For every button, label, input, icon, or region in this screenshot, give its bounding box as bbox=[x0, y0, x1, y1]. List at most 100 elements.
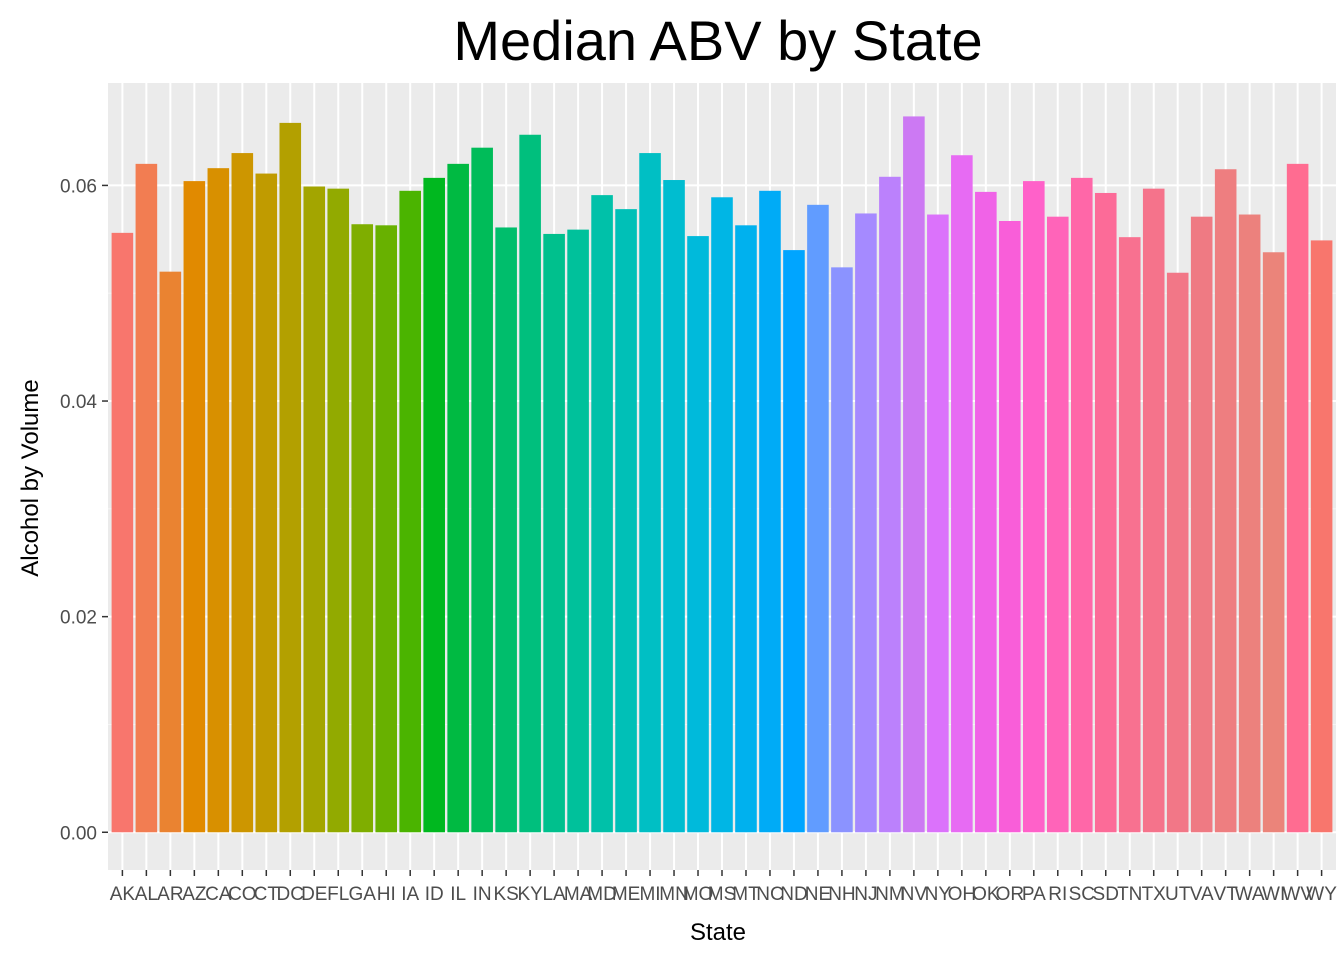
bar-mo bbox=[687, 236, 709, 833]
x-tick-label: WY bbox=[1306, 884, 1337, 905]
bar-sc bbox=[1070, 177, 1093, 833]
x-tick-label: SD bbox=[1093, 884, 1119, 905]
x-tick-label: MT bbox=[732, 884, 760, 905]
bar-ut bbox=[1166, 272, 1189, 833]
bar-nc bbox=[759, 190, 781, 833]
bar-tn bbox=[1118, 237, 1141, 833]
x-tick-label: WA bbox=[1235, 884, 1265, 905]
y-tick-label: 0.02 bbox=[60, 608, 97, 629]
bar-dc bbox=[279, 122, 302, 833]
x-tick-label: LA bbox=[542, 884, 566, 905]
x-tick-label: MO bbox=[683, 884, 714, 905]
bar-ne bbox=[807, 204, 829, 833]
x-tick-label: NJ bbox=[854, 884, 877, 905]
bar-ak bbox=[111, 232, 134, 833]
x-tick-label: AZ bbox=[182, 884, 207, 905]
bar-wv bbox=[1286, 163, 1309, 833]
x-tick-label: DE bbox=[301, 884, 327, 905]
x-tick-label: ID bbox=[425, 884, 444, 905]
bar-nd bbox=[783, 250, 805, 833]
x-tick-label: IA bbox=[401, 884, 419, 905]
bar-ma bbox=[567, 229, 589, 833]
bar-il bbox=[447, 163, 469, 833]
chart-title: Median ABV by State bbox=[453, 9, 982, 72]
bar-mi bbox=[639, 153, 661, 833]
y-axis: 0.00 0.02 0.04 0.06 bbox=[60, 176, 108, 844]
bar-ms bbox=[711, 197, 733, 833]
x-tick-label: NY bbox=[925, 884, 952, 905]
bar-al bbox=[135, 163, 158, 833]
x-tick-label: MI bbox=[639, 884, 660, 905]
bar-la bbox=[543, 233, 565, 833]
bar-mt bbox=[735, 225, 757, 833]
x-tick-label: FL bbox=[327, 884, 349, 905]
y-tick-label: 0.00 bbox=[60, 823, 97, 844]
bar-ia bbox=[399, 190, 421, 833]
bar-wy bbox=[1310, 240, 1333, 833]
x-tick-label: MS bbox=[708, 884, 737, 905]
bar-sd bbox=[1094, 192, 1117, 833]
x-tick-label: MA bbox=[564, 884, 593, 905]
bar-nj bbox=[855, 213, 877, 833]
x-tick-label: SC bbox=[1069, 884, 1095, 905]
x-tick-label: NM bbox=[875, 884, 905, 905]
x-tick-label: MD bbox=[587, 884, 617, 905]
bar-wi bbox=[1262, 252, 1285, 833]
x-tick-label: WI bbox=[1262, 884, 1285, 905]
x-tick-label: TN bbox=[1117, 884, 1142, 905]
x-tick-label: NH bbox=[828, 884, 855, 905]
x-tick-label: AK bbox=[110, 884, 136, 905]
x-tick-label: VA bbox=[1190, 884, 1214, 905]
bar-hi bbox=[375, 225, 398, 833]
bar-ga bbox=[351, 224, 374, 833]
bar-ca bbox=[207, 168, 230, 833]
bar-wa bbox=[1238, 214, 1261, 833]
bar-ar bbox=[159, 271, 182, 833]
x-tick-label: CA bbox=[205, 884, 232, 905]
bar-fl bbox=[327, 188, 350, 833]
bar-de bbox=[303, 186, 326, 833]
x-tick-label: KS bbox=[493, 884, 518, 905]
bar-ky bbox=[519, 134, 541, 833]
bar-vt bbox=[1214, 169, 1237, 833]
x-tick-label: ME bbox=[612, 884, 641, 905]
x-tick-label: PA bbox=[1022, 884, 1046, 905]
bar-or bbox=[999, 220, 1021, 833]
x-tick-label: UT bbox=[1165, 884, 1191, 905]
x-tick-label: IN bbox=[473, 884, 492, 905]
bars bbox=[111, 116, 1333, 833]
bar-ny bbox=[927, 214, 949, 833]
x-tick-label: AL bbox=[135, 884, 158, 905]
x-tick-label: WV bbox=[1282, 884, 1313, 905]
x-tick-label: DC bbox=[277, 884, 304, 905]
x-tick-label: AR bbox=[157, 884, 183, 905]
x-tick-label: CO bbox=[228, 884, 257, 905]
bar-ri bbox=[1046, 216, 1069, 833]
y-tick-label: 0.06 bbox=[60, 176, 97, 197]
x-tick-label: OR bbox=[996, 884, 1025, 905]
x-tick-label: TX bbox=[1142, 884, 1167, 905]
x-tick-label: IL bbox=[450, 884, 466, 905]
bar-ok bbox=[975, 191, 997, 833]
x-tick-label: NC bbox=[756, 884, 783, 905]
bar-oh bbox=[951, 155, 973, 833]
bar-va bbox=[1190, 216, 1213, 833]
bar-me bbox=[615, 209, 637, 833]
bar-nh bbox=[831, 267, 853, 833]
bar-md bbox=[591, 195, 613, 833]
x-axis-title: State bbox=[690, 919, 746, 946]
bar-ks bbox=[495, 227, 517, 833]
x-tick-label: GA bbox=[349, 884, 377, 905]
x-tick-label: NE bbox=[805, 884, 831, 905]
bar-tx bbox=[1142, 188, 1165, 833]
x-tick-label: MN bbox=[659, 884, 689, 905]
x-tick-label: HI bbox=[377, 884, 396, 905]
bar-az bbox=[183, 181, 206, 833]
x-tick-label: RI bbox=[1048, 884, 1067, 905]
x-tick-label: VT bbox=[1214, 884, 1239, 905]
x-tick-label: CT bbox=[254, 884, 280, 905]
x-tick-label: KY bbox=[517, 884, 543, 905]
bar-id bbox=[423, 177, 445, 833]
y-tick-label: 0.04 bbox=[60, 392, 97, 413]
